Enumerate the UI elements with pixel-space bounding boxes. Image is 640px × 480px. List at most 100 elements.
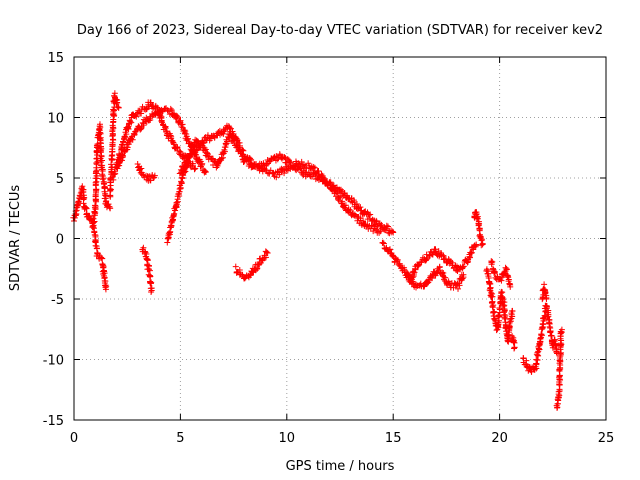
data-point — [108, 161, 115, 168]
data-point — [98, 254, 105, 261]
data-point — [310, 163, 317, 170]
data-point — [273, 174, 280, 181]
data-point — [108, 153, 115, 160]
data-point — [91, 229, 98, 236]
data-point — [140, 171, 147, 178]
data-point — [93, 243, 100, 250]
data-point — [93, 178, 100, 185]
x-tick-label: 25 — [598, 431, 615, 446]
data-point — [491, 269, 498, 276]
data-point — [168, 223, 175, 230]
data-point — [311, 164, 318, 171]
data-point — [429, 271, 436, 278]
data-point — [389, 228, 396, 235]
data-point — [415, 262, 422, 269]
data-point — [286, 158, 293, 165]
data-point — [147, 99, 154, 106]
data-point — [178, 180, 185, 187]
data-point — [347, 198, 354, 205]
data-point — [411, 269, 418, 276]
data-point — [478, 242, 485, 249]
data-point — [455, 285, 462, 292]
data-point — [232, 263, 239, 270]
data-point — [488, 261, 495, 268]
data-point — [377, 228, 384, 235]
data-point — [410, 280, 417, 287]
data-point — [485, 273, 492, 280]
data-point — [131, 131, 138, 138]
data-point — [114, 103, 121, 110]
data-point — [394, 256, 401, 263]
data-point — [184, 157, 191, 164]
data-point — [281, 154, 288, 161]
data-point — [128, 119, 135, 126]
y-tick-label: -5 — [51, 293, 64, 308]
data-point — [503, 266, 510, 273]
data-point — [90, 215, 97, 222]
data-point — [541, 281, 548, 288]
data-point — [146, 266, 153, 273]
data-point — [553, 346, 560, 353]
data-point — [146, 272, 153, 279]
data-point — [360, 217, 367, 224]
data-point — [184, 136, 191, 143]
data-point — [109, 141, 116, 148]
data-point — [162, 125, 169, 132]
data-point — [91, 202, 98, 209]
data-points — [70, 90, 565, 411]
data-point — [305, 160, 312, 167]
data-point — [192, 165, 199, 172]
data-point — [142, 106, 149, 113]
data-point — [171, 141, 178, 148]
data-point — [204, 150, 211, 157]
data-point — [546, 323, 553, 330]
x-tick-label: 20 — [491, 431, 508, 446]
data-point — [80, 189, 87, 196]
data-point — [460, 271, 467, 278]
data-point — [327, 179, 334, 186]
data-point — [181, 129, 188, 136]
data-point — [426, 277, 433, 284]
data-point — [75, 199, 82, 206]
data-point — [509, 308, 516, 315]
data-point — [262, 254, 269, 261]
data-point — [259, 255, 266, 262]
data-point — [129, 136, 136, 143]
data-point — [115, 104, 122, 111]
data-point — [501, 315, 508, 322]
data-point — [432, 246, 439, 253]
data-point — [147, 280, 154, 287]
data-point — [90, 224, 97, 231]
data-point — [342, 202, 349, 209]
axis-ticks: 0 5 10 15 20 25 -15 -10 -5 0 5 10 15 — [43, 51, 615, 446]
data-point — [383, 222, 390, 229]
data-point — [99, 255, 106, 262]
data-point — [534, 349, 541, 356]
data-point — [556, 366, 563, 373]
data-point — [468, 250, 475, 257]
data-point — [105, 201, 112, 208]
data-point — [353, 201, 360, 208]
data-point — [111, 170, 118, 177]
data-point — [94, 140, 101, 147]
data-point — [405, 273, 412, 280]
data-point — [127, 118, 134, 125]
data-point — [295, 160, 302, 167]
data-point — [496, 304, 503, 311]
x-tick-label: 15 — [385, 431, 402, 446]
data-point — [460, 263, 467, 270]
data-point — [382, 227, 389, 234]
data-point — [459, 275, 466, 282]
data-point — [436, 264, 443, 271]
data-point — [198, 161, 205, 168]
data-point — [474, 215, 481, 222]
data-point — [442, 274, 449, 281]
data-point — [336, 194, 343, 201]
data-point — [276, 171, 283, 178]
data-point — [109, 148, 116, 155]
data-point — [555, 388, 562, 395]
data-point — [501, 299, 508, 306]
data-point — [554, 404, 561, 411]
data-point — [489, 304, 496, 311]
data-point — [109, 122, 116, 129]
